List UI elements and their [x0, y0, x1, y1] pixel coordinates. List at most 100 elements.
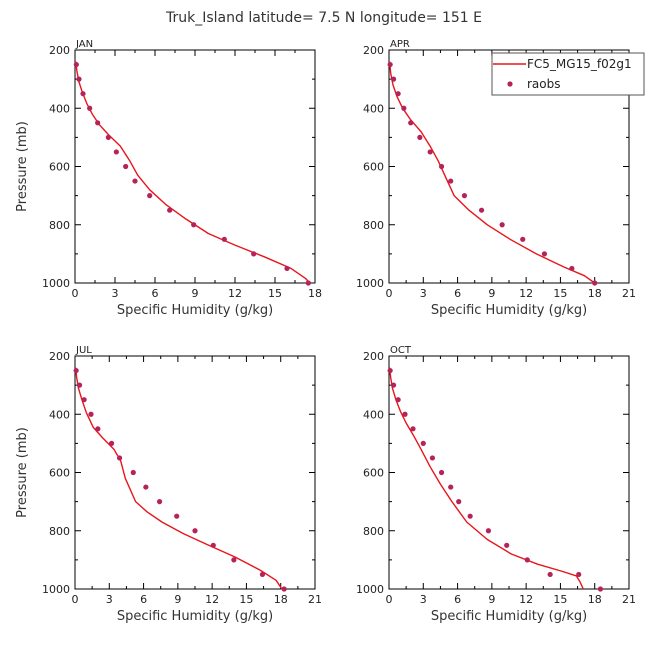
panel-oct-xtick-label: 3	[420, 593, 427, 606]
panel-jul-raobs-point	[130, 469, 136, 476]
panel-jan-raobs-point	[305, 280, 311, 286]
panel-jan-raobs-point	[132, 178, 138, 184]
panel-oct-ytick-label: 1000	[356, 583, 384, 596]
panel-jul-raobs-point	[156, 499, 163, 505]
panel-jan-xtick-label: 3	[112, 287, 119, 300]
panel-apr-raobs-point	[438, 163, 445, 170]
panel-jul-frame	[74, 355, 316, 590]
panel-jan-ytick-label: 400	[49, 102, 70, 115]
panel-oct-xtick-label: 0	[386, 593, 393, 606]
panel-jul-raobs-point	[76, 382, 83, 388]
panel-oct-raobs-point	[485, 528, 492, 534]
panel-jul-raobs-point	[231, 557, 237, 563]
legend-box	[491, 52, 645, 96]
panel-apr-raobs-point	[448, 178, 454, 184]
panel-oct: 0 3 6 9 12 15 18 21 200 400 600 800 1000 OCT Specific …	[356, 345, 636, 624]
panel-jul-ytick-label: 800	[49, 525, 70, 538]
panel-jul-raobs-point	[95, 426, 101, 432]
panel-jul-ytick-label: 200	[49, 350, 70, 363]
panel-apr-raobs-point	[401, 105, 407, 111]
panel-jan-xtick-label: 0	[72, 287, 79, 300]
panel-jan-raobs-point	[191, 222, 197, 228]
panel-jul-xtick-label: 0	[72, 593, 79, 606]
panel-apr-xtick-label: 9	[488, 287, 495, 300]
panel-jul-raobs-point	[108, 440, 115, 446]
panel-oct-raobs-point	[387, 367, 393, 374]
panel-oct-ytick-label: 400	[363, 408, 384, 421]
figure-title: Truk_Island latitude= 7.5 N longitude= 1…	[165, 10, 482, 26]
panel-oct-xtick-label: 15	[553, 593, 567, 606]
panel-jan: 0 3 6 9 12 15 18 200 400 600 800 1000 JAN Specific Hu…	[15, 39, 322, 318]
panel-apr-xtick-label: 18	[588, 287, 602, 300]
panel-jul-raobs-point	[174, 513, 180, 519]
panel-jul-raobs-point	[143, 484, 149, 490]
panel-apr-raobs-point	[427, 149, 433, 155]
panel-jan-raobs-point	[284, 265, 290, 272]
panel-apr-xtick-label: 15	[553, 287, 567, 300]
legend-obs-label: raobs	[527, 77, 561, 91]
panel-apr-raobs-point	[390, 76, 397, 82]
panel-jan-raobs-point	[221, 236, 227, 242]
panel-jul-model-line	[74, 367, 283, 590]
panel-oct-xtick-label: 18	[588, 593, 602, 606]
panel-oct-raobs-point	[395, 397, 401, 403]
panel-apr-ytick-label: 800	[363, 219, 384, 232]
panel-apr-raobs-point	[478, 207, 485, 213]
panel-jul-title: JUL	[75, 345, 92, 356]
panel-jul-ytick-label: 600	[49, 467, 70, 480]
panel-jul-raobs-point	[88, 411, 94, 417]
panel-apr-raobs-point	[569, 265, 575, 272]
panel-apr-raobs-point	[499, 222, 505, 228]
panel-jan-xtick-label: 15	[268, 287, 282, 300]
panel-jul-raobs-point	[81, 397, 87, 403]
panel-apr-raobs-point	[541, 251, 548, 257]
panel-jan-raobs-point	[167, 207, 173, 213]
panel-oct-raobs-point	[429, 455, 436, 461]
panel-jul-raobs-point	[116, 455, 123, 461]
panel-apr-xtick-label: 21	[622, 287, 636, 300]
panel-jan-xtick-label: 18	[308, 287, 322, 300]
panel-jul-xtick-label: 9	[174, 593, 181, 606]
panel-jul-raobs-point	[192, 528, 198, 534]
panel-oct-xtick-label: 6	[454, 593, 461, 606]
panel-apr-raobs-point	[387, 61, 393, 68]
panel-oct-xtick-label: 12	[519, 593, 533, 606]
panel-oct-ytick-label: 600	[363, 467, 384, 480]
panel-oct-frame	[388, 355, 630, 590]
panel-oct-raobs-point	[467, 513, 473, 519]
panel-jul-raobs-point	[259, 571, 266, 578]
panel-jul-xtick-label: 6	[140, 593, 147, 606]
panel-jan-model-line	[75, 61, 311, 284]
panel-apr-xlabel: Specific Humidity (g/kg)	[431, 303, 587, 318]
panel-apr-ytick-label: 600	[363, 161, 384, 174]
panel-jan-xtick-label: 9	[192, 287, 199, 300]
panel-oct-raobs-point	[524, 557, 530, 563]
panel-jan-ytick-label: 800	[49, 219, 70, 232]
panel-jan-raobs-point	[123, 163, 129, 170]
panel-oct-xlabel: Specific Humidity (g/kg)	[431, 609, 587, 624]
panel-jul-ylabel: Pressure (mb)	[15, 427, 30, 518]
panel-jan-ytick-label: 200	[49, 44, 70, 57]
panel-oct-raobs-point	[420, 440, 426, 446]
panel-oct-ytick-label: 200	[363, 350, 384, 363]
panel-jan-raobs-point	[87, 105, 93, 111]
panel-jan-frame	[74, 49, 316, 284]
panel-oct-raobs-point	[438, 469, 445, 476]
panel-jan-raobs-point	[113, 149, 119, 155]
panel-oct-raobs-point	[597, 586, 604, 592]
panel-jan-ylabel: Pressure (mb)	[15, 121, 30, 212]
panel-apr-raobs-point	[395, 91, 401, 97]
panel-jul-xtick-label: 21	[308, 593, 322, 606]
panel-apr-ytick-label: 400	[363, 102, 384, 115]
panel-jul-ytick-label: 1000	[42, 583, 70, 596]
legend-obs-swatch	[507, 81, 513, 87]
panel-jul-raobs-point	[210, 542, 216, 548]
panel-jan-ytick-label: 600	[49, 161, 70, 174]
panel-oct-raobs-point	[410, 426, 416, 432]
panel-jul: 0 3 6 9 12 15 18 21 200 400 600 800 1000 JUL Specific …	[15, 345, 322, 624]
panel-apr-ytick-label: 200	[363, 44, 384, 57]
panel-apr-raobs-point	[592, 280, 598, 286]
panel-apr-raobs-point	[461, 193, 468, 199]
